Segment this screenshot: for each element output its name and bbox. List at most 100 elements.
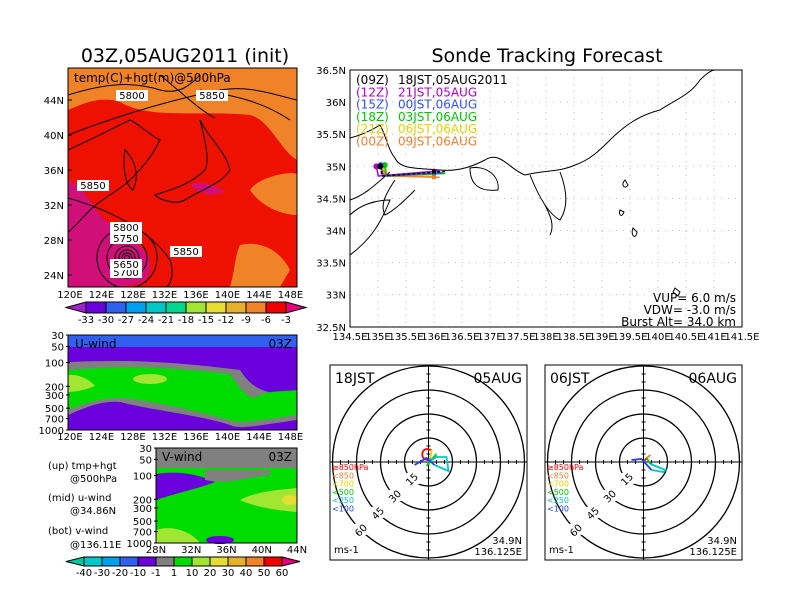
- colorbar-arrow-right: [285, 301, 308, 314]
- lat-tick-label: 44N: [287, 545, 307, 556]
- contour-label-bg: [110, 233, 142, 244]
- wind-colorbar: -40 -30 -20 -10 -1 1 10 20 30 40 50 60: [65, 556, 301, 579]
- colorbar-swatch: [205, 301, 227, 314]
- lat-tick-label: 36N: [216, 545, 236, 556]
- lon-tick-label: 140E: [645, 332, 670, 343]
- panel-notes: (up) tmp+hgt @500hPa (mid) u-wind @34.86…: [48, 461, 121, 551]
- colorbar-label: 10: [186, 568, 199, 579]
- pressure-label: 200: [133, 495, 152, 506]
- contour-label-bg: [77, 180, 109, 191]
- colorbar-swatch: [165, 301, 187, 314]
- temp-lon-labels: 120E 124E 128E 132E 136E 140E 144E 148E: [57, 290, 303, 301]
- hodo-unit: ms-1: [334, 545, 359, 556]
- colorbar-swatch: [137, 556, 157, 567]
- contour-label: 5800: [113, 223, 138, 234]
- lon-tick-label: 144E: [246, 432, 271, 443]
- hodograph-2: 15304560≥850hPa<850<700<500<250<10006JST…: [544, 364, 743, 561]
- pressure-label: 30: [51, 331, 64, 342]
- hodo-lat: 34.9N: [492, 536, 522, 547]
- lon-tick-label: 134.5E: [333, 332, 368, 343]
- lon-tick-label: 141.5E: [725, 332, 760, 343]
- level-legend: <700: [547, 480, 569, 489]
- level-legend: <100: [332, 505, 354, 514]
- pressure-label: 300: [133, 504, 152, 515]
- sonde-track: [379, 166, 446, 177]
- colorbar-label: -3: [281, 315, 291, 326]
- note-bot: (bot) v-wind: [48, 526, 108, 537]
- lat-tick-label: 32.5N: [316, 323, 346, 334]
- u-wind-label: U-wind: [75, 337, 116, 351]
- v-wind-gray-mid: [205, 470, 270, 482]
- contour-label: 5750: [113, 234, 138, 245]
- ring-label-bg: [352, 523, 369, 535]
- sonde-coastlines: [350, 70, 716, 297]
- contour-label: 5850: [80, 181, 105, 192]
- note-mid-sub: @34.86N: [70, 506, 116, 517]
- legend-jst: 21JST,05AUG: [398, 85, 477, 99]
- temp-map-frame: [67, 67, 298, 288]
- colorbar-swatch: [155, 556, 175, 567]
- sonde-lat-labels: 36.5N 36N 35.5N 35N 34.5N 34N 33.5N 33N 32.5N: [316, 66, 346, 334]
- level-legend: <500: [332, 488, 354, 497]
- lat-tick-label: 34N: [326, 227, 346, 238]
- hodograph-trace: [645, 457, 652, 465]
- pressure-label: 50: [51, 342, 64, 353]
- colorbar-label: -15: [198, 315, 214, 326]
- legend-utc: (12Z): [356, 85, 389, 99]
- lat-tick-label: 32N: [181, 545, 201, 556]
- lon-tick-label: 136.5E: [445, 332, 480, 343]
- legend-jst: 06JST,06AUG: [398, 122, 477, 136]
- pressure-label: 700: [133, 528, 152, 539]
- colorbar-swatch: [125, 301, 147, 314]
- v-wind-lime-low: [156, 528, 200, 543]
- lon-tick-label: 132E: [152, 290, 177, 301]
- hodograph-trace: [428, 456, 450, 473]
- colorbar-swatch: [85, 301, 107, 314]
- lon-tick-label: 136E: [421, 332, 446, 343]
- colorbar-label: -10: [130, 568, 146, 579]
- colorbar-label: -33: [78, 315, 94, 326]
- burst-marker: [432, 169, 436, 174]
- sonde-map-frame: [349, 69, 743, 328]
- colorbar-label: 50: [258, 568, 271, 579]
- sonde-stats: VUP= 6.0 m/s VDW= -3.0 m/s Burst Alt= 34…: [621, 291, 736, 329]
- sonde-title: Sonde Tracking Forecast: [431, 45, 662, 67]
- colorbar-swatch: [145, 301, 167, 314]
- pressure-label: 1000: [127, 539, 152, 550]
- note-up: (up) tmp+hgt: [48, 461, 117, 472]
- lat-tick-label: 33N: [326, 291, 346, 302]
- pressure-label: 700: [45, 415, 64, 426]
- colorbar-swatch: [185, 301, 207, 314]
- colorbar-label: -9: [241, 315, 251, 326]
- legend-utc: (09Z): [356, 73, 389, 87]
- colorbar-label: -40: [76, 568, 92, 579]
- ring-label-bg: [403, 472, 420, 484]
- level-legend: <700: [332, 480, 354, 489]
- u-wind-green: [68, 367, 297, 423]
- pressure-label: 1000: [39, 426, 64, 437]
- v-wind-label: V-wind: [162, 450, 202, 464]
- legend-jst: 00JST,06AUG: [398, 98, 477, 112]
- colorbar-arrow-right: [281, 556, 301, 567]
- colorbar-swatch: [245, 301, 267, 314]
- temp-field-orange-east: [250, 173, 297, 215]
- contour-label: 5700: [113, 268, 138, 279]
- lat-tick-label: 40N: [252, 545, 272, 556]
- lon-tick-label: 135E: [365, 332, 390, 343]
- lat-tick-label: 44N: [44, 96, 64, 107]
- pressure-label: 100: [45, 359, 64, 370]
- legend-jst: 18JST,05AUG2011: [398, 73, 508, 87]
- burst-alt-text: Burst Alt= 34.0 km: [621, 315, 736, 329]
- contour-label-bg: [110, 259, 142, 270]
- v-wind-frame: [155, 447, 298, 544]
- colorbar-arrow-left: [64, 301, 87, 314]
- sonde-map: [350, 70, 742, 327]
- pressure-label: 30: [139, 444, 152, 455]
- v-wind-panel: V-wind 03Z: [155, 447, 298, 544]
- hodograph-trace: [650, 463, 668, 473]
- sonde-tracks: [373, 162, 446, 180]
- contour-label: 5850: [199, 91, 224, 102]
- lon-tick-label: 139.5E: [613, 332, 648, 343]
